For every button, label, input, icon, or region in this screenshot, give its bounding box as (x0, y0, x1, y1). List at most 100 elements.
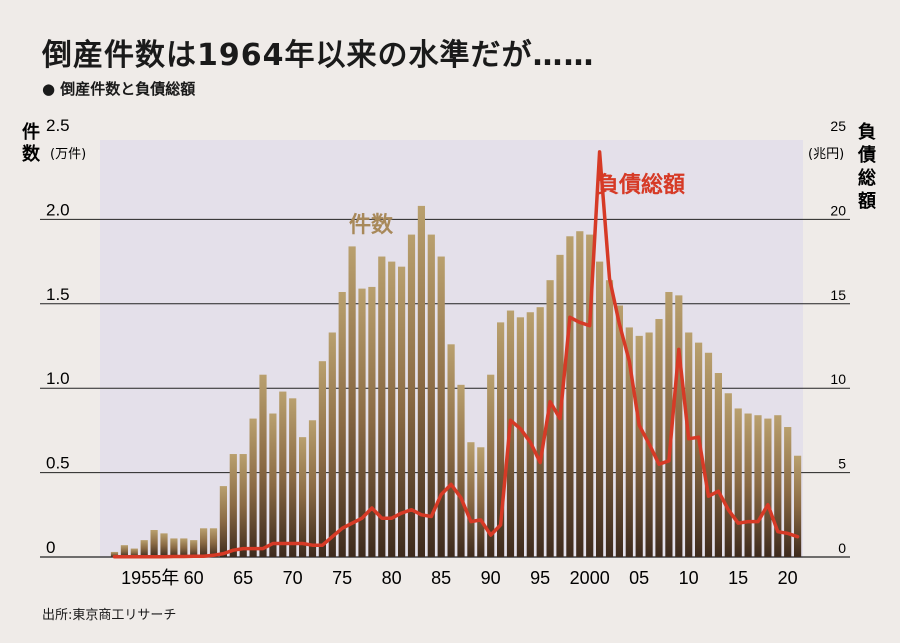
right-axis-label-char: 債 (857, 144, 876, 166)
bar-2008 (665, 291, 673, 557)
right-tick-label: 15 (830, 287, 846, 303)
line-series-debt (112, 150, 800, 559)
x-tick-label: 65 (233, 568, 253, 588)
chart-subtitle: ● 倒産件数と負債総額 (42, 80, 196, 98)
bar-1963 (219, 486, 227, 557)
bar-1982 (407, 234, 416, 558)
x-tick-label: 15 (728, 568, 748, 588)
right-axis-label-char: 負 (858, 121, 876, 143)
x-tick-label: 05 (629, 568, 649, 588)
right-axis-unit: (兆円) (808, 147, 844, 162)
bar-1966 (249, 418, 257, 557)
bar-1986 (447, 344, 455, 557)
left-tick-label: 2.0 (46, 200, 70, 219)
bar-2000 (586, 234, 594, 558)
x-tick-label: 2000 (570, 568, 610, 588)
bar-1968 (269, 413, 277, 557)
bar-1987 (457, 384, 465, 557)
bar-2019 (774, 415, 782, 557)
bar-1998 (566, 236, 574, 557)
bar-1958 (170, 538, 178, 557)
bar-2020 (784, 427, 792, 557)
left-tick-label: 1.5 (46, 285, 70, 304)
bar-2018 (764, 418, 772, 557)
bar-2009 (675, 295, 683, 557)
bar-1952 (110, 551, 119, 557)
chart-title: 倒産件数は1964年以来の水準だが…… (42, 38, 595, 73)
right-axis-ticks: 0 5 10 15 20 25 (830, 118, 846, 556)
annotation-debt: 負債総額 (597, 172, 685, 198)
bar-2016 (744, 413, 752, 557)
left-axis-ticks: 0 0.5 1.0 1.5 2.0 2.5 (46, 116, 70, 557)
bar-1955 (140, 540, 148, 557)
bar-2017 (754, 415, 762, 557)
bar-2012 (704, 352, 713, 557)
x-axis-ticks: 1955年 60 65 70 75 80 85 90 95 2000 05 10 15 20 (121, 568, 798, 588)
x-tick-label: 75 (332, 568, 352, 588)
bar-1973 (318, 361, 326, 557)
bar-1989 (477, 447, 485, 557)
bar-1971 (299, 437, 307, 557)
source-note: 出所:東京商工リサーチ (42, 608, 177, 623)
bar-2010 (685, 332, 693, 557)
right-axis-label-char: 総 (858, 167, 876, 189)
right-axis-label: 負債総額 (857, 121, 876, 212)
bar-1993 (516, 317, 524, 557)
bar-2014 (724, 393, 732, 557)
bar-2011 (695, 342, 703, 557)
bar-1991 (497, 322, 505, 557)
left-tick-label: 0.5 (46, 454, 70, 473)
bar-1979 (378, 256, 386, 557)
bar-1999 (576, 231, 584, 557)
bar-1978 (368, 286, 376, 557)
bar-1960 (190, 540, 198, 557)
bar-2021 (794, 455, 802, 557)
bar-1995 (536, 307, 544, 557)
bar-1996 (546, 280, 554, 557)
bar-1980 (388, 261, 396, 557)
bar-1961 (200, 528, 208, 557)
bar-1985 (437, 256, 445, 557)
bar-1967 (259, 374, 267, 557)
right-tick-label: 10 (830, 371, 846, 387)
left-axis-unit: (万件) (50, 147, 86, 162)
bar-1957 (160, 533, 168, 557)
bar-1959 (180, 538, 188, 557)
left-tick-label: 2.5 (46, 116, 70, 135)
bar-2003 (615, 305, 623, 557)
bar-1974 (328, 332, 336, 557)
bar-2007 (655, 318, 663, 557)
bar-1981 (398, 266, 406, 557)
bar-1954 (130, 548, 138, 557)
x-tick-label: 60 (184, 568, 204, 588)
bar-2005 (635, 335, 643, 557)
bar-1983 (417, 205, 425, 557)
right-tick-label: 5 (838, 456, 846, 472)
left-tick-label: 0 (46, 538, 55, 557)
bar-1994 (526, 312, 534, 557)
bar-2013 (714, 373, 722, 557)
bar-1970 (289, 398, 297, 557)
bar-2015 (734, 408, 742, 557)
left-axis-label: 件数 (22, 121, 41, 165)
bar-2001 (596, 261, 604, 557)
bar-1956 (150, 529, 158, 557)
bar-1964 (229, 454, 237, 557)
bar-1984 (427, 234, 435, 558)
right-tick-label: 25 (830, 118, 846, 134)
bar-1965 (239, 454, 247, 557)
bar-1988 (467, 442, 475, 557)
bar-1953 (120, 545, 128, 557)
x-tick-label: 80 (382, 568, 402, 588)
left-tick-label: 1.0 (46, 369, 70, 388)
bar-2004 (625, 327, 633, 557)
bar-1990 (487, 374, 495, 557)
x-tick-label: 70 (283, 568, 303, 588)
x-tick-label: 85 (431, 568, 451, 588)
x-tick-label: 20 (778, 568, 798, 588)
bar-1972 (308, 420, 317, 557)
bar-1977 (358, 288, 366, 557)
left-axis-label-char: 件 (22, 121, 40, 143)
bar-1975 (338, 291, 346, 557)
